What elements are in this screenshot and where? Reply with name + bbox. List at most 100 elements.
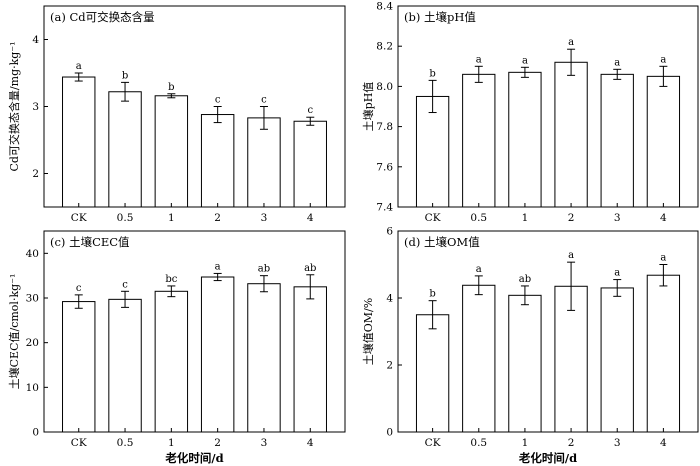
x-tick-label: 2 [568,212,575,224]
significance-letter: a [660,253,666,264]
y-tick-label: 4 [386,293,393,305]
y-tick-label: 40 [26,248,39,260]
panel-title: (c) 土壤CEC值 [50,235,130,249]
x-tick-label: CK [71,212,87,224]
significance-letter: ab [519,274,531,285]
x-tick-label: 3 [614,437,621,449]
x-tick-label: 1 [168,212,175,224]
significance-letter: bc [165,274,177,285]
bar [62,76,96,208]
panel-title: (a) Cd可交换态含量 [50,10,155,24]
bar [415,95,450,208]
panel-title: (b) 土壤pH值 [404,10,476,24]
significance-letter: a [660,54,666,65]
significance-letter: a [568,250,574,261]
significance-letter: b [168,82,174,93]
y-tick-label: 7.8 [376,121,393,133]
significance-letter: a [568,37,574,48]
significance-letter: a [215,261,221,272]
significance-letter: ab [304,263,316,274]
y-tick-label: 0 [386,427,393,439]
y-tick-label: 4 [32,34,39,46]
significance-letter: a [614,268,620,279]
x-tick-label: 0.5 [470,212,487,224]
chart-panel-0: 2 3 4 a CK b 0.5 b 1 c 2 c 3 c 4 (a) Cd可交换态含量 Cd可交换态含量/m… [7,5,346,224]
bar [462,73,496,208]
bar [108,298,142,433]
x-axis-label: 老化时间/d [518,451,577,465]
y-tick-label: 8.4 [376,1,393,13]
x-tick-label: 1 [168,437,175,449]
y-tick-label: 7.6 [376,161,393,173]
x-tick-label: 0.5 [117,437,134,449]
bar [600,73,634,208]
bar [247,283,281,433]
significance-letter: a [614,57,620,68]
significance-letter: c [215,95,221,106]
x-tick-label: CK [425,437,441,449]
significance-letter: a [476,54,482,65]
y-tick-label: 7.4 [376,202,393,214]
significance-letter: c [122,279,128,290]
x-tick-label: CK [425,212,441,224]
y-tick-label: 30 [26,293,39,305]
bar [508,71,542,208]
bar [646,274,681,433]
bar [293,120,327,208]
x-tick-label: 0.5 [117,212,134,224]
plot-frame [43,230,346,433]
x-tick-label: 2 [214,212,221,224]
x-tick-label: 0.5 [470,437,487,449]
chart-panel-1: 7.4 7.6 7.8 8.0 8.2 8.4 b CK a 0.5 a 1 a 2 a 3 a 4 (b) 土壤p… [361,1,699,224]
significance-letter: a [476,264,482,275]
bar [646,75,681,208]
significance-letter: a [76,61,82,72]
x-tick-label: 1 [522,212,529,224]
significance-letter: c [261,95,267,106]
x-tick-label: 4 [307,212,314,224]
bar [247,117,281,208]
y-tick-label: 2 [386,360,393,372]
bar [62,301,96,433]
significance-letter: b [429,68,435,79]
x-tick-label: 4 [307,437,314,449]
bar [554,61,588,208]
bar [108,91,142,208]
bar [462,284,496,433]
x-tick-label: 3 [261,437,268,449]
significance-letter: b [122,70,128,81]
panel-title: (d) 土壤OM值 [404,235,480,249]
bar [415,314,450,433]
x-tick-label: 1 [522,437,529,449]
bar [200,276,235,433]
y-axis-label: Cd可交换态含量/mg·kg⁻¹ [7,41,21,171]
bar [600,287,634,433]
y-tick-label: 20 [26,337,39,349]
x-tick-label: CK [71,437,87,449]
plot-frame [397,5,699,208]
x-tick-label: 2 [214,437,221,449]
y-tick-label: 0 [32,427,39,439]
y-tick-label: 8.2 [376,41,393,53]
y-tick-label: 8.0 [376,81,393,93]
x-tick-label: 3 [261,212,268,224]
y-tick-label: 2 [32,168,39,180]
x-tick-label: 2 [568,437,575,449]
chart-panel-2: 0 10 20 30 40 c CK c 0.5 bc 1 a 2 ab 3 ab 4 (c) 土壤CEC值土壤C… [7,230,346,465]
y-axis-label: 土壤pH值 [361,82,375,132]
y-tick-label: 6 [386,226,393,238]
y-tick-label: 10 [26,382,39,394]
y-axis-label: 土壤值OM/% [361,298,375,365]
y-tick-label: 3 [32,101,39,113]
significance-letter: a [522,55,528,66]
plot-frame [397,230,699,433]
y-axis-label: 土壤CEC值/cmol·kg⁻¹ [7,274,21,390]
significance-letter: ab [258,264,270,275]
bar [508,294,542,433]
x-axis-label: 老化时间/d [164,451,223,465]
significance-letter: b [429,289,435,300]
x-tick-label: 3 [614,212,621,224]
x-tick-label: 4 [660,212,667,224]
